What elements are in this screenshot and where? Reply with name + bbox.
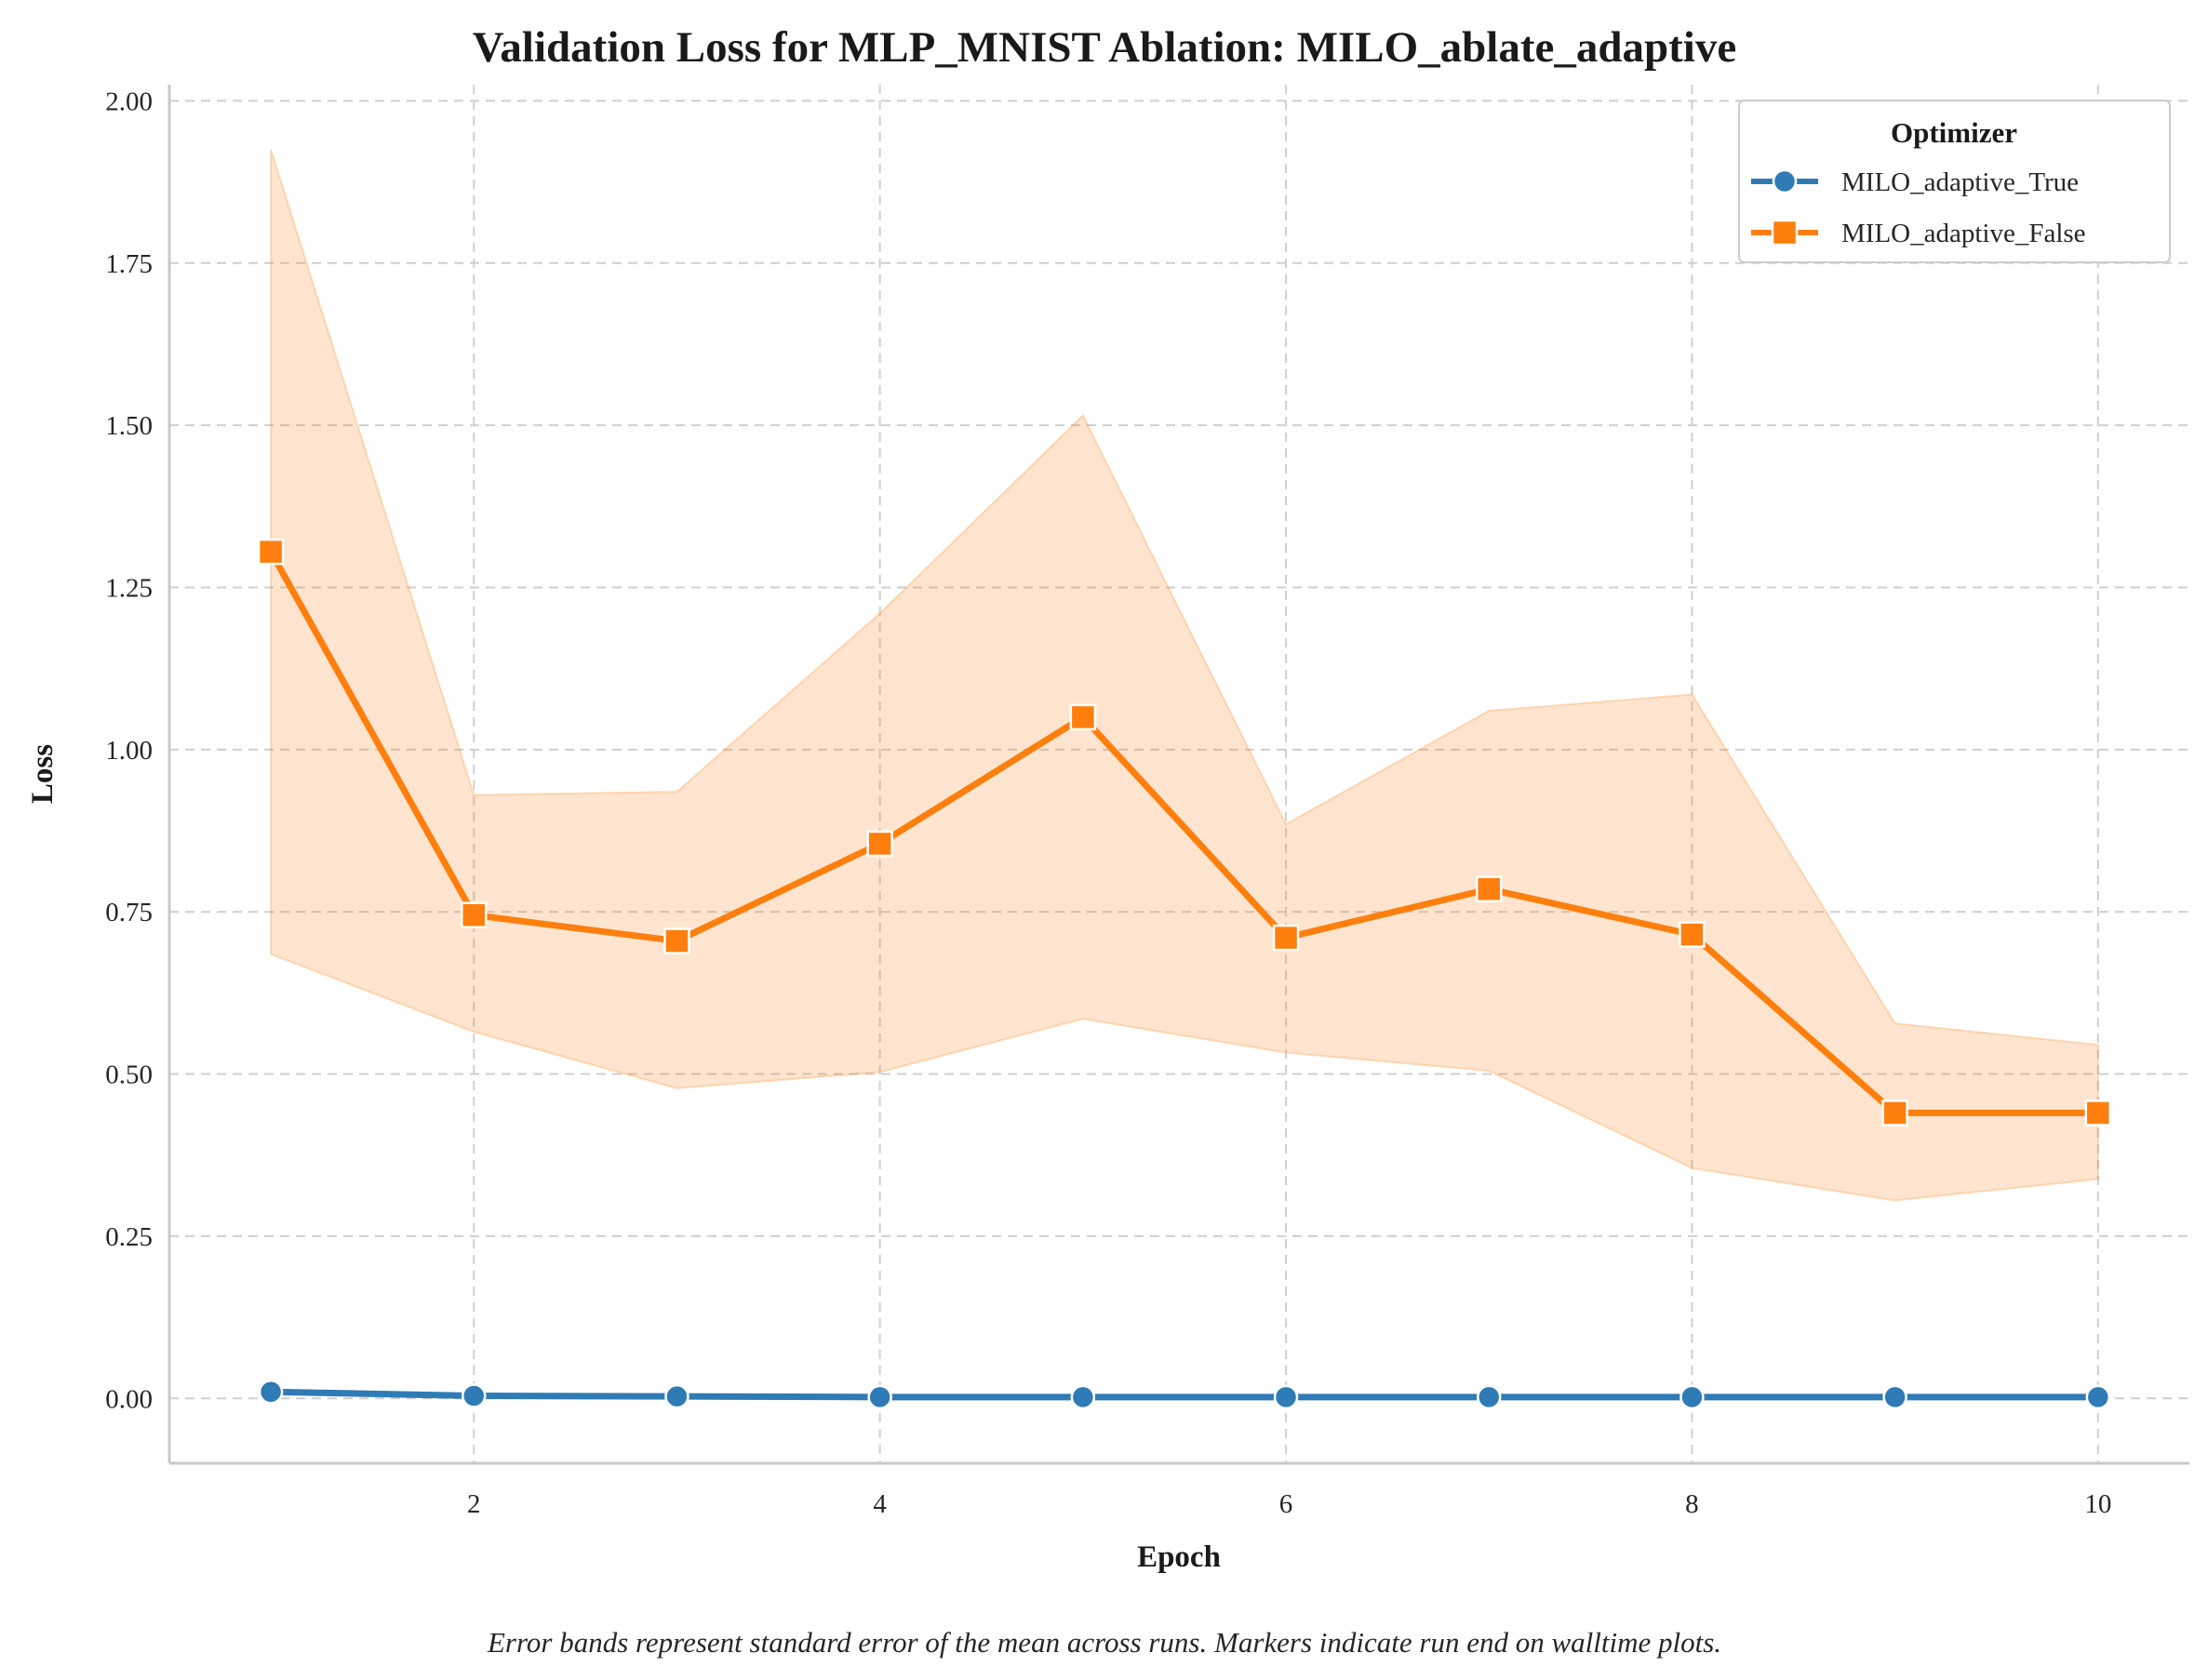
series-line-1 xyxy=(267,1388,2102,1401)
data-point-circle xyxy=(1476,1384,1502,1410)
x-ticks: 2 4 6 8 10 xyxy=(467,1489,2111,1519)
data-point-square xyxy=(1475,875,1503,903)
x-tick-label: 8 xyxy=(1685,1489,1699,1519)
y-tick-label: 1.75 xyxy=(105,249,153,279)
data-point-square xyxy=(1272,924,1300,952)
data-point-circle xyxy=(664,1383,689,1409)
error-bands xyxy=(270,149,2099,1399)
data-point-square xyxy=(1679,921,1706,948)
error-band-2 xyxy=(270,149,2099,1202)
data-point-square xyxy=(461,901,488,928)
legend: Optimizer MILO_adaptive_True MILO_adaptiv… xyxy=(1738,100,2171,263)
data-point-square xyxy=(2084,1100,2112,1127)
y-tick-label: 1.25 xyxy=(105,573,153,603)
legend-frame xyxy=(1738,100,2171,263)
chart-title: Validation Loss for MLP_MNIST Ablation: … xyxy=(473,23,1736,72)
legend-marker-circle xyxy=(1772,168,1798,194)
data-point-square xyxy=(663,927,690,954)
data-point-circle xyxy=(1882,1384,1907,1410)
y-tick-label: 1.00 xyxy=(105,736,153,766)
data-point-circle xyxy=(1070,1384,1096,1410)
chart-caption: Error bands represent standard error of … xyxy=(487,1626,1721,1659)
data-point-square xyxy=(1881,1100,1908,1127)
x-tick-label: 6 xyxy=(1279,1489,1293,1519)
data-point-circle xyxy=(1679,1384,1705,1410)
series-markers xyxy=(257,538,2112,1410)
x-tick-label: 2 xyxy=(467,1489,481,1519)
y-tick-label: 2.00 xyxy=(105,87,153,116)
y-tick-label: 1.50 xyxy=(105,411,153,441)
data-point-square xyxy=(257,538,285,566)
data-point-circle xyxy=(1273,1384,1299,1410)
y-ticks: 0.00 0.25 0.50 0.75 1.00 1.25 1.50 1.75 2.00 xyxy=(105,87,153,1414)
legend-title: Optimizer xyxy=(1891,116,2017,149)
legend-marker-square xyxy=(1771,219,1799,247)
data-point-square xyxy=(866,830,893,858)
y-tick-label: 0.00 xyxy=(105,1384,153,1414)
data-point-circle xyxy=(867,1384,892,1410)
y-tick-label: 0.25 xyxy=(105,1222,153,1252)
series-lines xyxy=(267,548,2102,1401)
legend-label-1: MILO_adaptive_True xyxy=(1841,167,2079,197)
x-tick-label: 10 xyxy=(2084,1489,2111,1519)
y-tick-label: 0.75 xyxy=(105,898,153,927)
series-line-2 xyxy=(267,548,2102,1116)
data-point-circle xyxy=(258,1380,284,1405)
legend-label-2: MILO_adaptive_False xyxy=(1841,219,2086,248)
y-axis-label: Loss xyxy=(26,744,60,804)
y-tick-label: 0.50 xyxy=(105,1060,153,1090)
data-point-circle xyxy=(2085,1384,2111,1410)
x-tick-label: 4 xyxy=(873,1489,887,1519)
data-point-circle xyxy=(462,1383,487,1408)
data-point-square xyxy=(1069,703,1097,731)
x-axis-label: Epoch xyxy=(1137,1540,1221,1574)
